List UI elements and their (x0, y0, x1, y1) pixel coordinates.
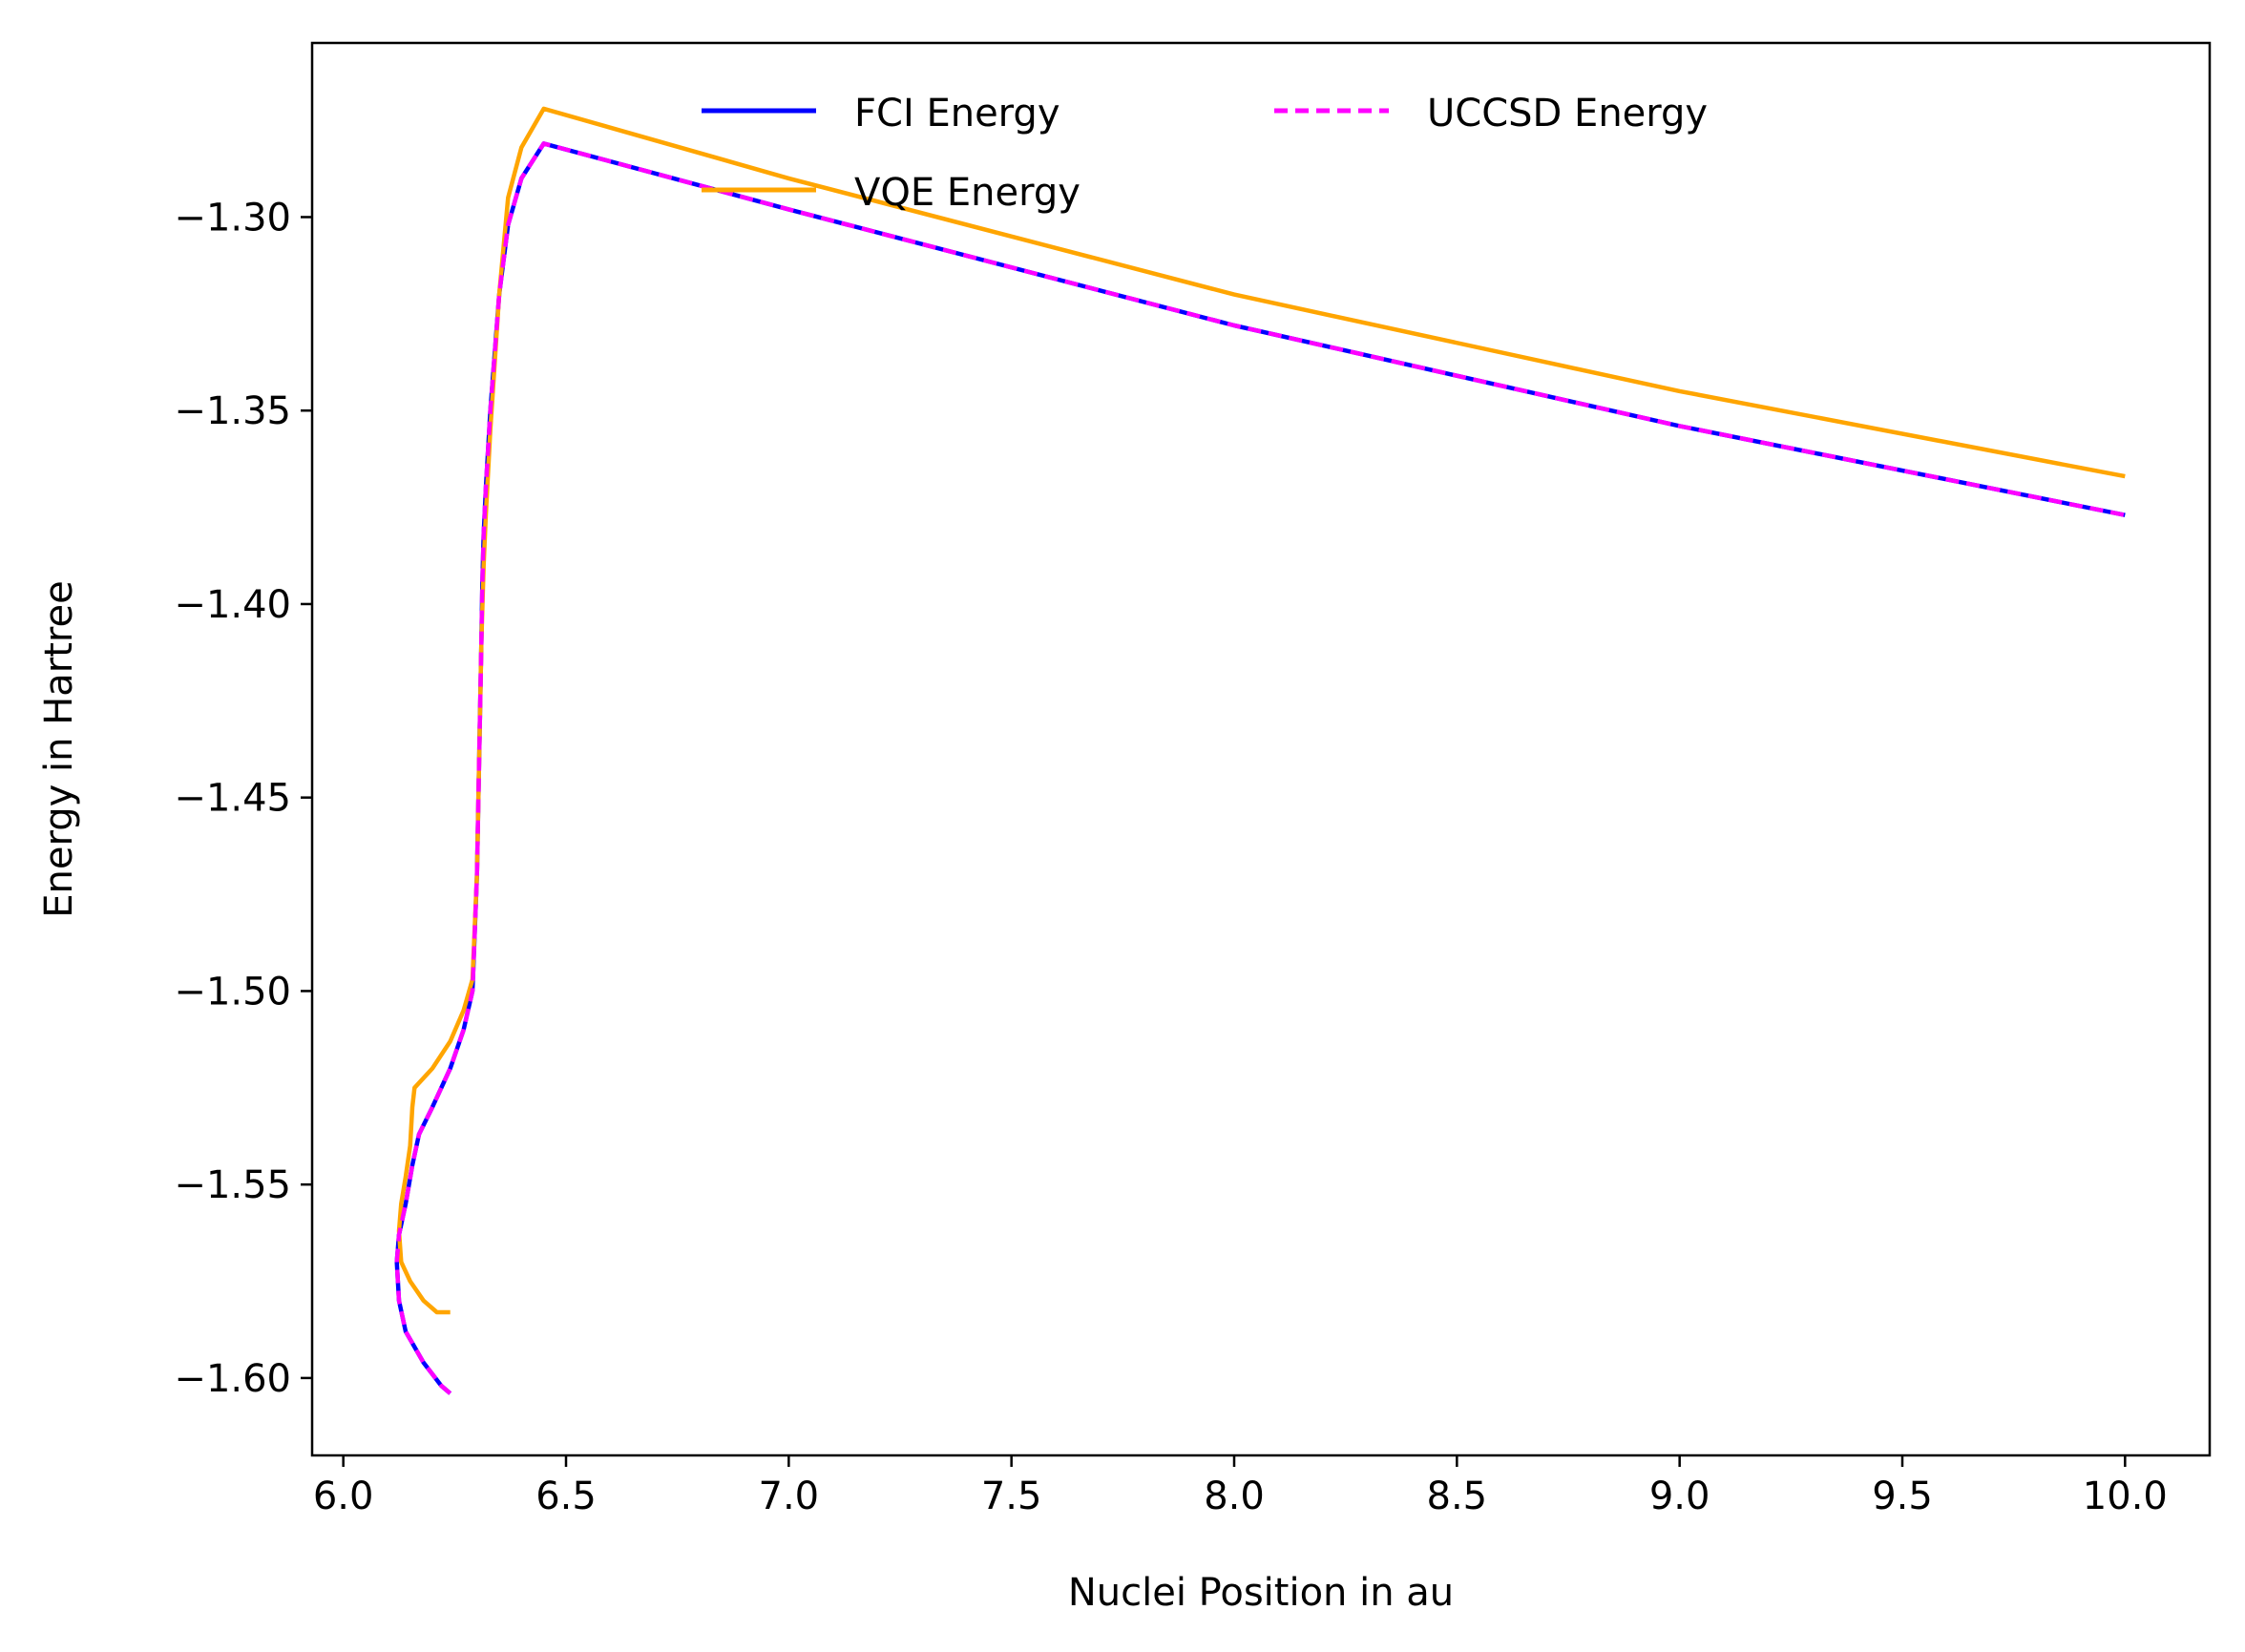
x-tick-label: 8.0 (1204, 1474, 1265, 1518)
x-axis-label: Nuclei Position in au (1068, 1571, 1454, 1615)
x-tick-label: 8.5 (1427, 1474, 1488, 1518)
x-tick-label: 10.0 (2083, 1474, 2168, 1518)
y-axis: −1.30 −1.35 −1.40 −1.45 −1.50 −1.55 −1.60 (174, 196, 312, 1401)
y-tick-label: −1.50 (174, 970, 291, 1014)
x-tick-label: 7.5 (981, 1474, 1042, 1518)
y-tick-label: −1.30 (174, 196, 291, 240)
x-tick-label: 6.0 (313, 1474, 374, 1518)
x-axis: 6.0 6.5 7.0 7.5 8.0 8.5 9.0 9.5 10.0 (313, 1455, 2168, 1518)
y-tick-label: −1.45 (174, 777, 291, 821)
y-tick-label: −1.35 (174, 389, 291, 433)
x-tick-label: 9.0 (1649, 1474, 1710, 1518)
legend: FCI Energy UCCSD Energy VQE Energy (702, 92, 1708, 215)
y-tick-label: −1.55 (174, 1163, 291, 1207)
x-tick-label: 7.0 (759, 1474, 820, 1518)
x-tick-label: 9.5 (1872, 1474, 1933, 1518)
legend-label-uccsd: UCCSD Energy (1427, 92, 1708, 136)
y-tick-label: −1.40 (174, 583, 291, 627)
legend-label-fci: FCI Energy (854, 92, 1060, 136)
series-line-uccsd-energy (394, 141, 2126, 1395)
y-axis-label: Energy in Hartree (37, 580, 81, 917)
y-tick-label: −1.60 (174, 1357, 291, 1401)
legend-label-vqe: VQE Energy (854, 171, 1081, 215)
plot-frame (310, 41, 2212, 1457)
series-layer (394, 106, 2126, 1395)
x-tick-label: 6.5 (535, 1474, 597, 1518)
